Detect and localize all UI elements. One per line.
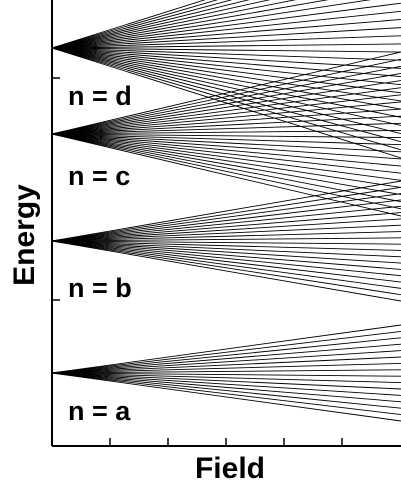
manifold-label-b: n = b: [68, 273, 132, 303]
level-line: [52, 240, 401, 245]
level-line: [52, 101, 401, 135]
fan-n-c: [52, 51, 401, 217]
level-line: [52, 47, 401, 143]
level-line: [52, 0, 219, 49]
level-line: [52, 240, 401, 251]
level-line: [52, 372, 401, 390]
manifold-label-c: n = c: [68, 161, 130, 191]
level-line: [52, 0, 271, 49]
level-line: [52, 337, 401, 374]
level-line: [52, 193, 401, 242]
level-line: [52, 372, 401, 409]
level-line: [52, 240, 401, 302]
level-line: [52, 47, 401, 151]
level-line: [52, 47, 401, 126]
level-line: [52, 372, 401, 403]
level-line: [52, 19, 401, 49]
level-line: [52, 80, 401, 135]
fan-n-a: [52, 324, 401, 422]
level-line: [52, 10, 401, 49]
level-line: [52, 51, 401, 135]
level-line: [52, 133, 401, 160]
level-line: [52, 87, 401, 135]
y-axis-label: Energy: [8, 184, 41, 286]
level-line: [52, 133, 401, 217]
level-line: [52, 212, 401, 242]
level-line: [52, 0, 206, 49]
level-line: [52, 372, 401, 384]
level-line: [52, 2, 401, 49]
level-line: [52, 0, 329, 49]
level-line: [52, 240, 401, 277]
level-line: [52, 47, 401, 94]
level-line: [52, 94, 401, 135]
level-line: [52, 240, 401, 270]
level-line: [52, 372, 401, 416]
level-line: [52, 47, 401, 53]
level-line: [52, 218, 401, 242]
level-line: [52, 133, 401, 146]
level-line: [52, 372, 401, 377]
level-line: [52, 0, 250, 49]
level-fans: [52, 0, 401, 422]
level-line: [52, 133, 401, 139]
manifold-label-a: n = a: [68, 396, 131, 426]
level-line: [52, 240, 401, 258]
level-line: [52, 108, 401, 135]
level-line: [52, 369, 401, 374]
level-line: [52, 122, 401, 135]
fan-n-b: [52, 180, 401, 302]
level-line: [52, 133, 401, 174]
level-line: [52, 0, 233, 49]
level-line: [52, 330, 401, 374]
level-line: [52, 47, 401, 134]
level-line: [52, 240, 401, 296]
level-line: [52, 47, 401, 61]
level-line: [52, 129, 401, 135]
level-line: [52, 43, 401, 49]
level-line: [52, 240, 401, 264]
level-line: [52, 199, 401, 242]
manifold-label-d: n = d: [68, 81, 132, 111]
level-line: [52, 72, 401, 135]
level-line: [52, 231, 401, 242]
level-line: [52, 240, 401, 283]
level-line: [52, 133, 401, 203]
level-line: [52, 237, 401, 242]
level-line: [52, 350, 401, 374]
x-axis-label: Field: [195, 452, 265, 485]
level-line: [52, 0, 297, 49]
level-line: [52, 343, 401, 374]
level-line: [52, 133, 401, 210]
level-line: [52, 47, 401, 69]
level-line: [52, 180, 401, 242]
fan-n-d: [52, 0, 401, 159]
level-line: [52, 372, 401, 396]
level-line: [52, 372, 401, 422]
level-line: [52, 35, 401, 49]
level-line: [52, 47, 401, 102]
level-line: [52, 133, 401, 167]
x-axis-ticks: [109, 438, 343, 446]
level-line: [52, 133, 401, 188]
level-line: [52, 47, 401, 86]
level-line: [52, 47, 401, 159]
level-line: [52, 240, 401, 289]
level-line: [52, 47, 401, 77]
level-line: [52, 133, 401, 196]
level-line: [52, 47, 401, 110]
level-line: [52, 65, 401, 135]
level-line: [52, 362, 401, 374]
level-line: [52, 47, 401, 118]
y-axis-ticks: [52, 77, 60, 301]
level-line: [52, 27, 401, 49]
level-line: [52, 205, 401, 242]
level-line: [52, 224, 401, 242]
level-line: [52, 133, 401, 181]
level-line: [52, 133, 401, 153]
level-line: [52, 0, 372, 49]
level-line: [52, 356, 401, 374]
level-line: [52, 324, 401, 374]
